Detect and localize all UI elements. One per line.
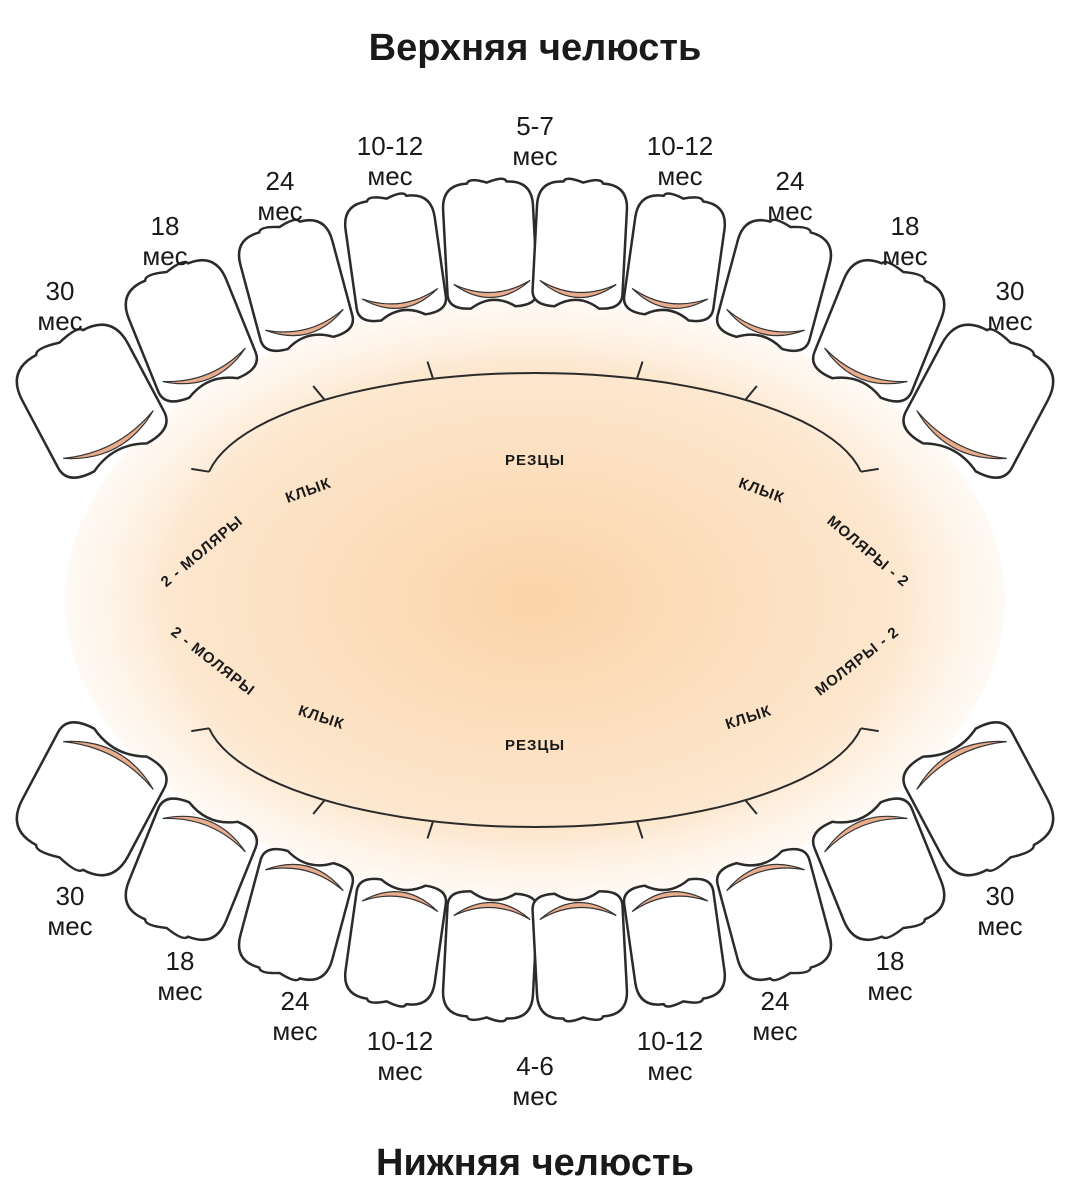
- age-unit: мес: [47, 911, 92, 941]
- age-value: 24: [266, 166, 295, 196]
- lower-tooth-4: [442, 890, 539, 1023]
- lower-jaw-title: Нижняя челюсть: [376, 1142, 694, 1184]
- age-value: 24: [281, 986, 310, 1016]
- age-unit: мес: [867, 976, 912, 1006]
- lower-age-label-6: 10-12мес: [637, 1026, 704, 1086]
- age-unit: мес: [367, 161, 412, 191]
- upper-tooth-6: [622, 189, 728, 323]
- tooth-shape: [532, 890, 629, 1023]
- age-value: 10-12: [637, 1026, 704, 1056]
- upper-tooth-2: [233, 212, 357, 355]
- lower-tooth-3: [342, 876, 448, 1010]
- age-value: 24: [776, 166, 805, 196]
- upper-tooth-3: [342, 189, 448, 323]
- age-unit: мес: [37, 306, 82, 336]
- upper-tooth-4: [442, 177, 539, 310]
- age-value: 10-12: [357, 131, 424, 161]
- lower-age-label-0: 30мес: [47, 881, 92, 941]
- tooth-shape: [532, 177, 629, 310]
- age-value: 10-12: [367, 1026, 434, 1056]
- gum-background: [65, 300, 1005, 900]
- upper-age-label-0: 30мес: [37, 276, 82, 336]
- age-unit: мес: [752, 1016, 797, 1046]
- upper-age-label-8: 18мес: [882, 211, 927, 271]
- age-unit: мес: [977, 911, 1022, 941]
- age-unit: мес: [157, 976, 202, 1006]
- age-value: 4-6: [516, 1051, 554, 1081]
- upper-tooth-7: [714, 212, 838, 355]
- tooth-shape: [442, 890, 539, 1023]
- lower-age-label-3: 10-12мес: [367, 1026, 434, 1086]
- upper-jaw-title: Верхняя челюсть: [369, 27, 702, 69]
- age-value: 18: [166, 946, 195, 976]
- upper-type-label-0: РЕЗЦЫ: [505, 452, 565, 469]
- lower-age-label-9: 30мес: [977, 881, 1022, 941]
- lower-tooth-2: [233, 845, 357, 988]
- age-value: 10-12: [647, 131, 714, 161]
- lower-age-label-2: 24мес: [272, 986, 317, 1046]
- age-unit: мес: [882, 241, 927, 271]
- lower-age-label-4: 4-6мес: [512, 1051, 557, 1111]
- age-value: 18: [151, 211, 180, 241]
- age-unit: мес: [142, 241, 187, 271]
- age-value: 30: [986, 881, 1015, 911]
- age-value: 30: [46, 276, 75, 306]
- upper-age-label-7: 24мес: [767, 166, 812, 226]
- age-unit: мес: [512, 1081, 557, 1111]
- upper-age-label-2: 24мес: [257, 166, 302, 226]
- upper-age-label-4: 5-7мес: [512, 111, 557, 171]
- lower-age-label-8: 18мес: [867, 946, 912, 1006]
- upper-age-label-1: 18мес: [142, 211, 187, 271]
- tooth-shape: [442, 177, 539, 310]
- age-unit: мес: [377, 1056, 422, 1086]
- upper-age-label-6: 10-12мес: [647, 131, 714, 191]
- age-unit: мес: [987, 306, 1032, 336]
- upper-age-label-9: 30мес: [987, 276, 1032, 336]
- age-unit: мес: [272, 1016, 317, 1046]
- lower-age-label-1: 18мес: [157, 946, 202, 1006]
- age-value: 5-7: [516, 111, 554, 141]
- lower-age-label-7: 24мес: [752, 986, 797, 1046]
- age-value: 24: [761, 986, 790, 1016]
- upper-tooth-5: [532, 177, 629, 310]
- lower-tooth-5: [532, 890, 629, 1023]
- age-value: 18: [891, 211, 920, 241]
- age-unit: мес: [767, 196, 812, 226]
- age-unit: мес: [647, 1056, 692, 1086]
- age-value: 30: [996, 276, 1025, 306]
- age-unit: мес: [257, 196, 302, 226]
- age-value: 30: [56, 881, 85, 911]
- lower-type-label-0: РЕЗЦЫ: [505, 737, 565, 754]
- upper-age-label-3: 10-12мес: [357, 131, 424, 191]
- age-unit: мес: [657, 161, 702, 191]
- teeth-diagram: Верхняя челюстьНижняя челюстьРЕЗЦЫКЛЫККЛ…: [0, 0, 1071, 1200]
- age-unit: мес: [512, 141, 557, 171]
- lower-tooth-6: [622, 876, 728, 1010]
- age-value: 18: [876, 946, 905, 976]
- lower-tooth-7: [714, 845, 838, 988]
